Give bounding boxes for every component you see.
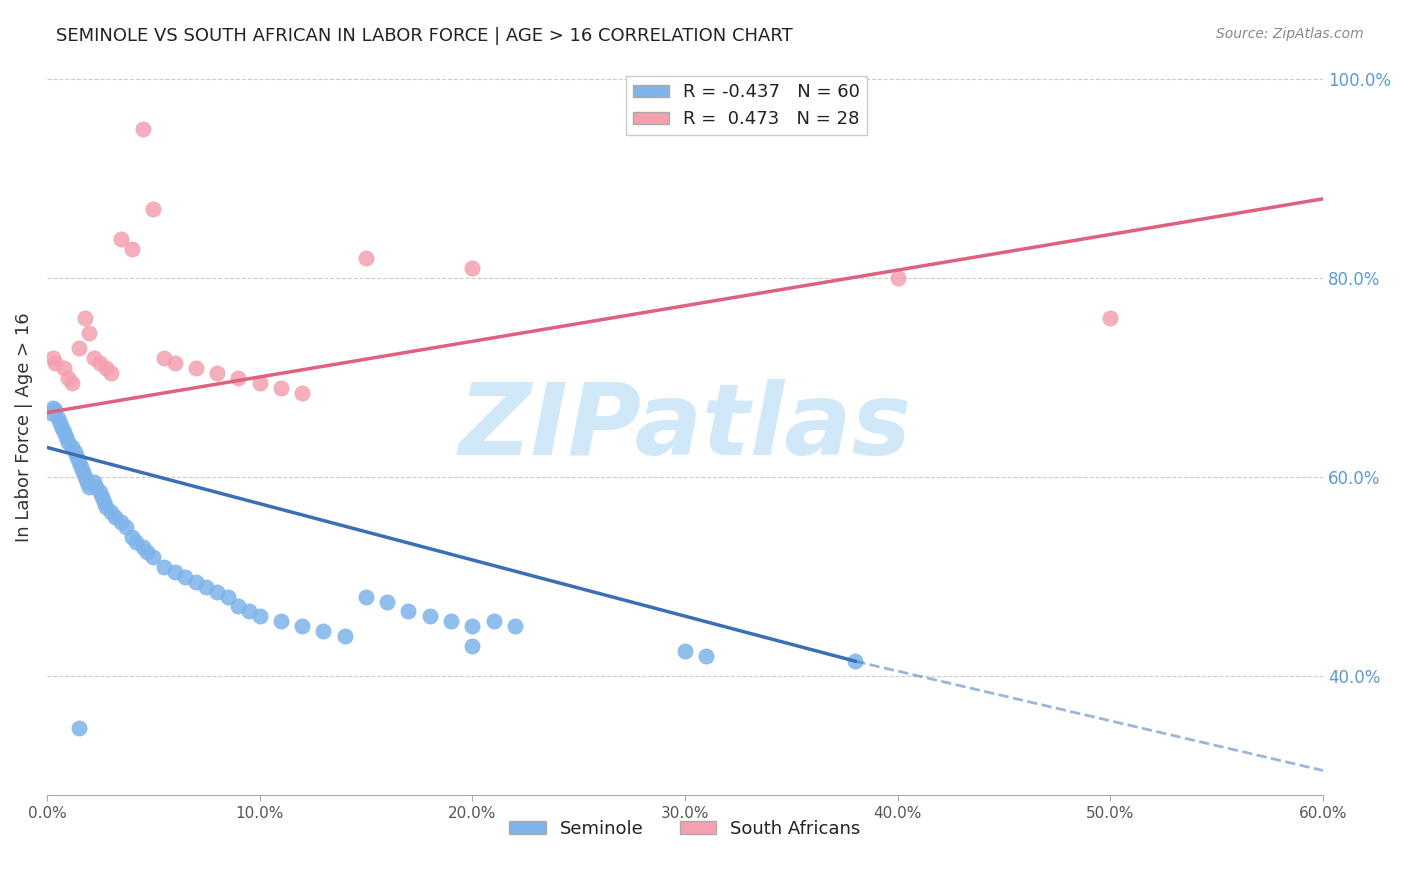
Point [83,351,105,365]
Point [163,565,186,579]
Point [1099,311,1122,326]
Point [205,584,228,599]
Point [56,371,79,385]
Point [195,580,218,594]
Text: SEMINOLE VS SOUTH AFRICAN IN LABOR FORCE | AGE > 16 CORRELATION CHART: SEMINOLE VS SOUTH AFRICAN IN LABOR FORCE… [56,27,793,45]
Point [238,604,260,618]
Point [52,425,75,440]
Point [89,485,111,500]
Point [67,721,90,735]
Point [51,420,73,434]
Legend: Seminole, South Africans: Seminole, South Africans [502,813,868,846]
Point [110,515,132,529]
Point [461,639,484,653]
Point [270,381,292,395]
Y-axis label: In Labor Force | Age > 16: In Labor Force | Age > 16 [15,313,32,542]
Point [62,376,84,390]
Point [142,549,165,564]
Point [312,624,335,639]
Point [163,356,186,370]
Point [886,271,908,285]
Point [440,615,463,629]
Point [174,569,197,583]
Point [249,609,271,624]
Point [228,371,250,385]
Point [63,445,86,459]
Point [75,311,97,326]
Point [419,609,441,624]
Point [42,351,65,365]
Point [39,406,62,420]
Point [72,465,94,479]
Point [79,480,101,494]
Point [56,435,79,450]
Point [398,604,420,618]
Point [291,385,314,400]
Point [93,495,115,509]
Point [55,430,77,444]
Point [375,594,398,608]
Point [135,545,157,559]
Point [482,615,505,629]
Point [354,590,377,604]
Point [249,376,271,390]
Point [52,360,75,375]
Point [153,351,176,365]
Point [131,540,153,554]
Point [67,341,90,355]
Point [291,619,314,633]
Point [96,500,118,514]
Point [46,410,69,425]
Point [84,480,107,494]
Point [142,202,165,216]
Point [844,654,866,668]
Point [121,530,143,544]
Point [461,619,484,633]
Point [461,261,484,276]
Point [153,559,176,574]
Point [42,401,65,415]
Point [184,574,207,589]
Point [131,122,153,136]
Point [205,366,228,380]
Point [673,644,696,658]
Point [354,252,377,266]
Point [121,242,143,256]
Point [75,470,97,484]
Point [110,231,132,245]
Point [70,460,93,475]
Point [503,619,526,633]
Point [228,599,250,614]
Point [100,505,122,519]
Point [333,629,356,643]
Point [104,510,127,524]
Point [217,590,239,604]
Point [695,649,717,664]
Point [44,402,66,417]
Point [125,534,148,549]
Text: Source: ZipAtlas.com: Source: ZipAtlas.com [1216,27,1364,41]
Point [83,475,105,490]
Point [184,360,207,375]
Point [79,326,101,340]
Point [62,441,84,455]
Point [89,356,111,370]
Point [270,615,292,629]
Point [48,416,70,430]
Point [114,520,136,534]
Point [66,450,89,465]
Point [44,356,66,370]
Point [67,455,90,469]
Point [91,490,114,504]
Point [96,360,118,375]
Point [76,475,98,490]
Point [100,366,122,380]
Text: ZIPatlas: ZIPatlas [458,379,911,476]
